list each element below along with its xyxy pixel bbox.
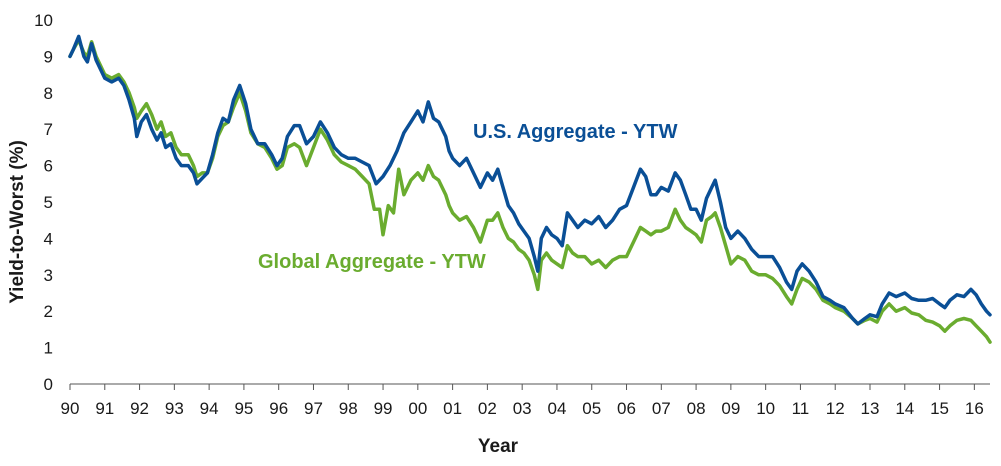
y-tick-label: 3	[44, 266, 53, 285]
y-axis-ticks: 0 1 2 3 4 5 6 7 8 9 10	[34, 11, 53, 394]
y-tick-label: 10	[34, 11, 53, 30]
x-tick-label: 99	[374, 399, 393, 418]
x-tick-label: 01	[443, 399, 462, 418]
y-tick-label: 7	[44, 120, 53, 139]
x-tick-label: 02	[478, 399, 497, 418]
x-tick-label: 05	[582, 399, 601, 418]
x-tick-label: 93	[165, 399, 184, 418]
y-tick-label: 2	[44, 302, 53, 321]
x-tick-label: 12	[826, 399, 845, 418]
x-tick-label: 95	[234, 399, 253, 418]
global-aggregate-label: Global Aggregate - YTW	[258, 251, 486, 273]
x-tick-label: 00	[408, 399, 427, 418]
x-tick-label: 94	[200, 399, 219, 418]
x-tick-label: 15	[930, 399, 949, 418]
x-axis-ticks: 90 91 92 93 94 95 96 97 98 99 00 01 02 03 04 05 06 07 08 09…	[61, 384, 984, 418]
x-tick-label: 90	[61, 399, 80, 418]
y-tick-label: 6	[44, 157, 53, 176]
x-axis-title: Year	[478, 436, 519, 457]
us-aggregate-line	[68, 34, 992, 326]
x-tick-label: 11	[792, 399, 810, 418]
x-tick-label: 92	[130, 399, 149, 418]
x-tick-label: 09	[721, 399, 740, 418]
x-tick-label: 04	[547, 399, 566, 418]
y-tick-label: 1	[44, 339, 53, 358]
x-tick-label: 03	[513, 399, 532, 418]
y-tick-label: 0	[44, 375, 53, 394]
us-aggregate-label: U.S. Aggregate - YTW	[473, 121, 678, 143]
x-tick-label: 16	[965, 399, 984, 418]
x-tick-label: 96	[269, 399, 288, 418]
y-tick-label: 4	[44, 229, 53, 248]
x-tick-label: 98	[339, 399, 358, 418]
y-tick-label: 9	[44, 47, 53, 66]
x-tick-label: 07	[652, 399, 671, 418]
y-tick-label: 8	[44, 84, 53, 103]
y-tick-label: 5	[44, 193, 53, 212]
x-tick-label: 10	[756, 399, 775, 418]
series-lines	[68, 34, 992, 344]
x-tick-label: 08	[687, 399, 706, 418]
x-tick-label: 14	[895, 399, 914, 418]
y-axis-title: Yield-to-Worst (%)	[7, 140, 28, 304]
x-tick-label: 13	[861, 399, 880, 418]
global-aggregate-line	[68, 38, 992, 344]
x-tick-label: 91	[95, 399, 114, 418]
x-tick-label: 06	[617, 399, 636, 418]
x-tick-label: 97	[304, 399, 323, 418]
